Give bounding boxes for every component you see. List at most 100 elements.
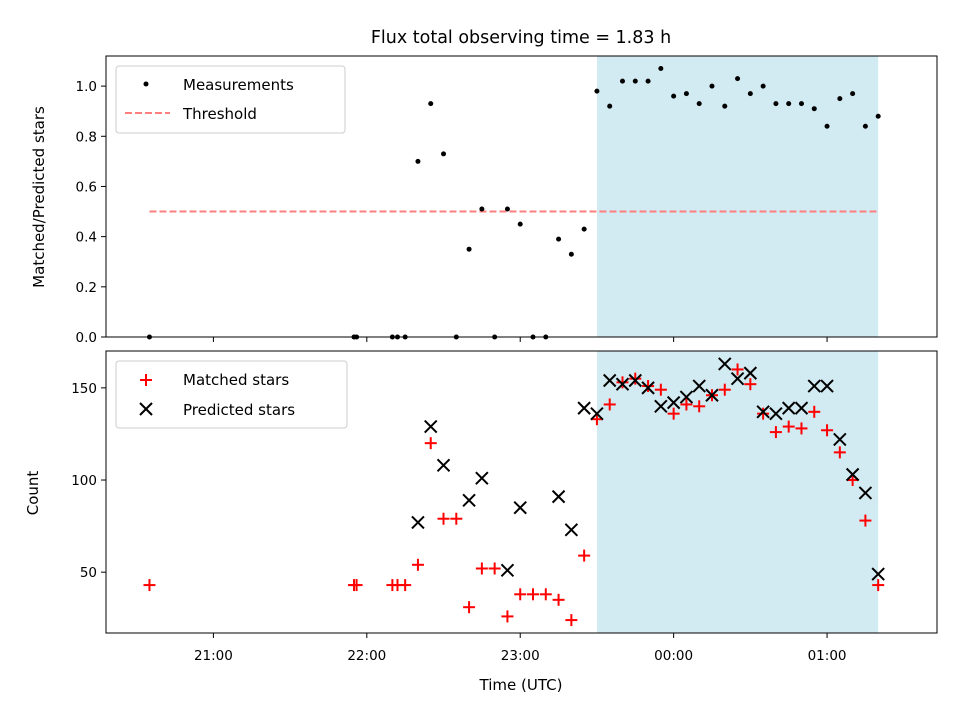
predicted-star-point <box>411 515 425 530</box>
matched-star-point <box>488 562 501 575</box>
predicted-star-d2 <box>858 486 873 500</box>
matched-star-point <box>680 398 693 411</box>
predicted-star-d2 <box>769 406 783 421</box>
predicted-star-d2 <box>615 377 630 391</box>
predicted-star-point <box>833 432 847 447</box>
matched-star-point <box>501 610 514 623</box>
matched-star-point <box>143 579 156 592</box>
matched-star-point <box>731 363 744 376</box>
predicted-star-d2 <box>807 379 821 393</box>
x-tick-label: 00:00 <box>654 648 693 664</box>
top-measurement-points <box>146 66 881 340</box>
predicted-star-d2 <box>424 419 438 434</box>
predicted-star-d2 <box>756 405 770 419</box>
bottom-panel: 50 100 150 21:00 22:00 23:00 00:00 01:00 Count… <box>24 350 938 694</box>
top-panel: 0.0 0.2 0.4 0.6 0.8 1.0 Matched/Predicted sta… <box>30 55 938 346</box>
predicted-star-d2 <box>730 371 745 386</box>
matched-star-point <box>411 558 424 571</box>
measurement-point <box>594 88 600 94</box>
matched-star-point <box>399 579 412 592</box>
chart-title: Flux total observing time = 1.83 h <box>371 28 671 48</box>
top-y-tick-label: 0.8 <box>76 129 97 145</box>
predicted-star-point <box>628 373 642 388</box>
predicted-star-point <box>718 357 732 371</box>
predicted-star-d2 <box>871 567 885 581</box>
matched-star-point <box>846 474 859 487</box>
measurement-point <box>722 103 728 109</box>
matched-star-point <box>603 398 616 411</box>
predicted-star-point <box>679 390 694 404</box>
measurement-point <box>581 226 587 232</box>
predicted-star-point <box>756 405 770 419</box>
predicted-star-point <box>475 471 489 485</box>
measurement-point <box>607 103 613 109</box>
predicted-star-d2 <box>718 357 732 371</box>
matched-star-point <box>833 446 846 459</box>
observing-window-span <box>596 351 879 633</box>
measurement-point <box>441 151 447 157</box>
observing-window-span <box>596 56 879 337</box>
predicted-star-point <box>615 377 630 391</box>
predicted-star-point <box>769 406 783 421</box>
measurement-point <box>556 236 562 242</box>
matched-star-point <box>795 422 808 435</box>
predicted-star-d2 <box>705 388 719 402</box>
matched-star-point <box>642 380 655 393</box>
x-tick-label: 22:00 <box>347 648 386 664</box>
top-axes-frame <box>105 55 938 338</box>
top-y-tick-label: 1.0 <box>76 79 97 95</box>
predicted-star-point <box>551 489 566 504</box>
predicted-star-point <box>462 493 476 508</box>
predicted-star-point <box>692 379 706 393</box>
measurement-point <box>415 158 421 164</box>
predicted-star-point <box>577 401 591 415</box>
predicted-star-d2 <box>781 401 796 415</box>
predicted-star-point <box>603 373 617 388</box>
predicted-star-d2 <box>666 395 681 410</box>
predicted-star-d2 <box>462 493 476 508</box>
matched-star-point <box>475 562 488 575</box>
matched-star-point <box>859 514 872 527</box>
matched-star-point <box>808 405 821 418</box>
measurement-point <box>709 83 715 89</box>
matched-star-point <box>757 407 770 420</box>
predicted-star-d2 <box>679 390 694 404</box>
predicted-star-point <box>781 401 796 415</box>
matched-stars-points <box>143 363 885 627</box>
bottom-y-tick-label: 50 <box>80 565 97 581</box>
predicted-star-d2 <box>513 500 527 515</box>
measurement-point <box>632 78 638 84</box>
matched-star-point <box>450 512 463 525</box>
predicted-star-point <box>666 395 681 410</box>
predicted-star-d2 <box>475 471 489 485</box>
measurement-point <box>798 101 804 107</box>
bottom-axes-frame <box>105 350 938 634</box>
predicted-star-point <box>807 379 821 393</box>
matched-star-point <box>718 383 731 396</box>
top-y-tick-label: 0.2 <box>76 280 97 296</box>
matched-star-point <box>667 407 680 420</box>
x-tick-label: 21:00 <box>194 648 233 664</box>
matched-star-point <box>872 579 885 592</box>
predicted-star-point <box>564 523 579 537</box>
matched-star-point <box>539 588 552 601</box>
measurement-point <box>735 76 741 82</box>
predicted-star-d2 <box>590 406 604 421</box>
measurement-point <box>428 101 434 107</box>
predicted-star-d2 <box>577 401 591 415</box>
matched-star-point <box>514 588 527 601</box>
top-y-tick-label: 0.6 <box>76 179 97 195</box>
top-y-tick-label: 0.4 <box>76 230 97 246</box>
predicted-star-d2 <box>794 401 809 415</box>
matched-star-point <box>821 424 834 437</box>
predicted-star-point <box>436 458 451 472</box>
predicted-star-point <box>820 379 834 393</box>
predicted-star-point <box>654 399 668 414</box>
matched-star-point <box>527 588 540 601</box>
predicted-star-d2 <box>654 399 668 414</box>
bottom-y-tick-label: 150 <box>71 381 97 397</box>
measurement-point <box>875 113 881 119</box>
measurement-point <box>658 66 664 72</box>
top-y-ticks: 0.0 0.2 0.4 0.6 0.8 1.0 <box>76 79 106 346</box>
